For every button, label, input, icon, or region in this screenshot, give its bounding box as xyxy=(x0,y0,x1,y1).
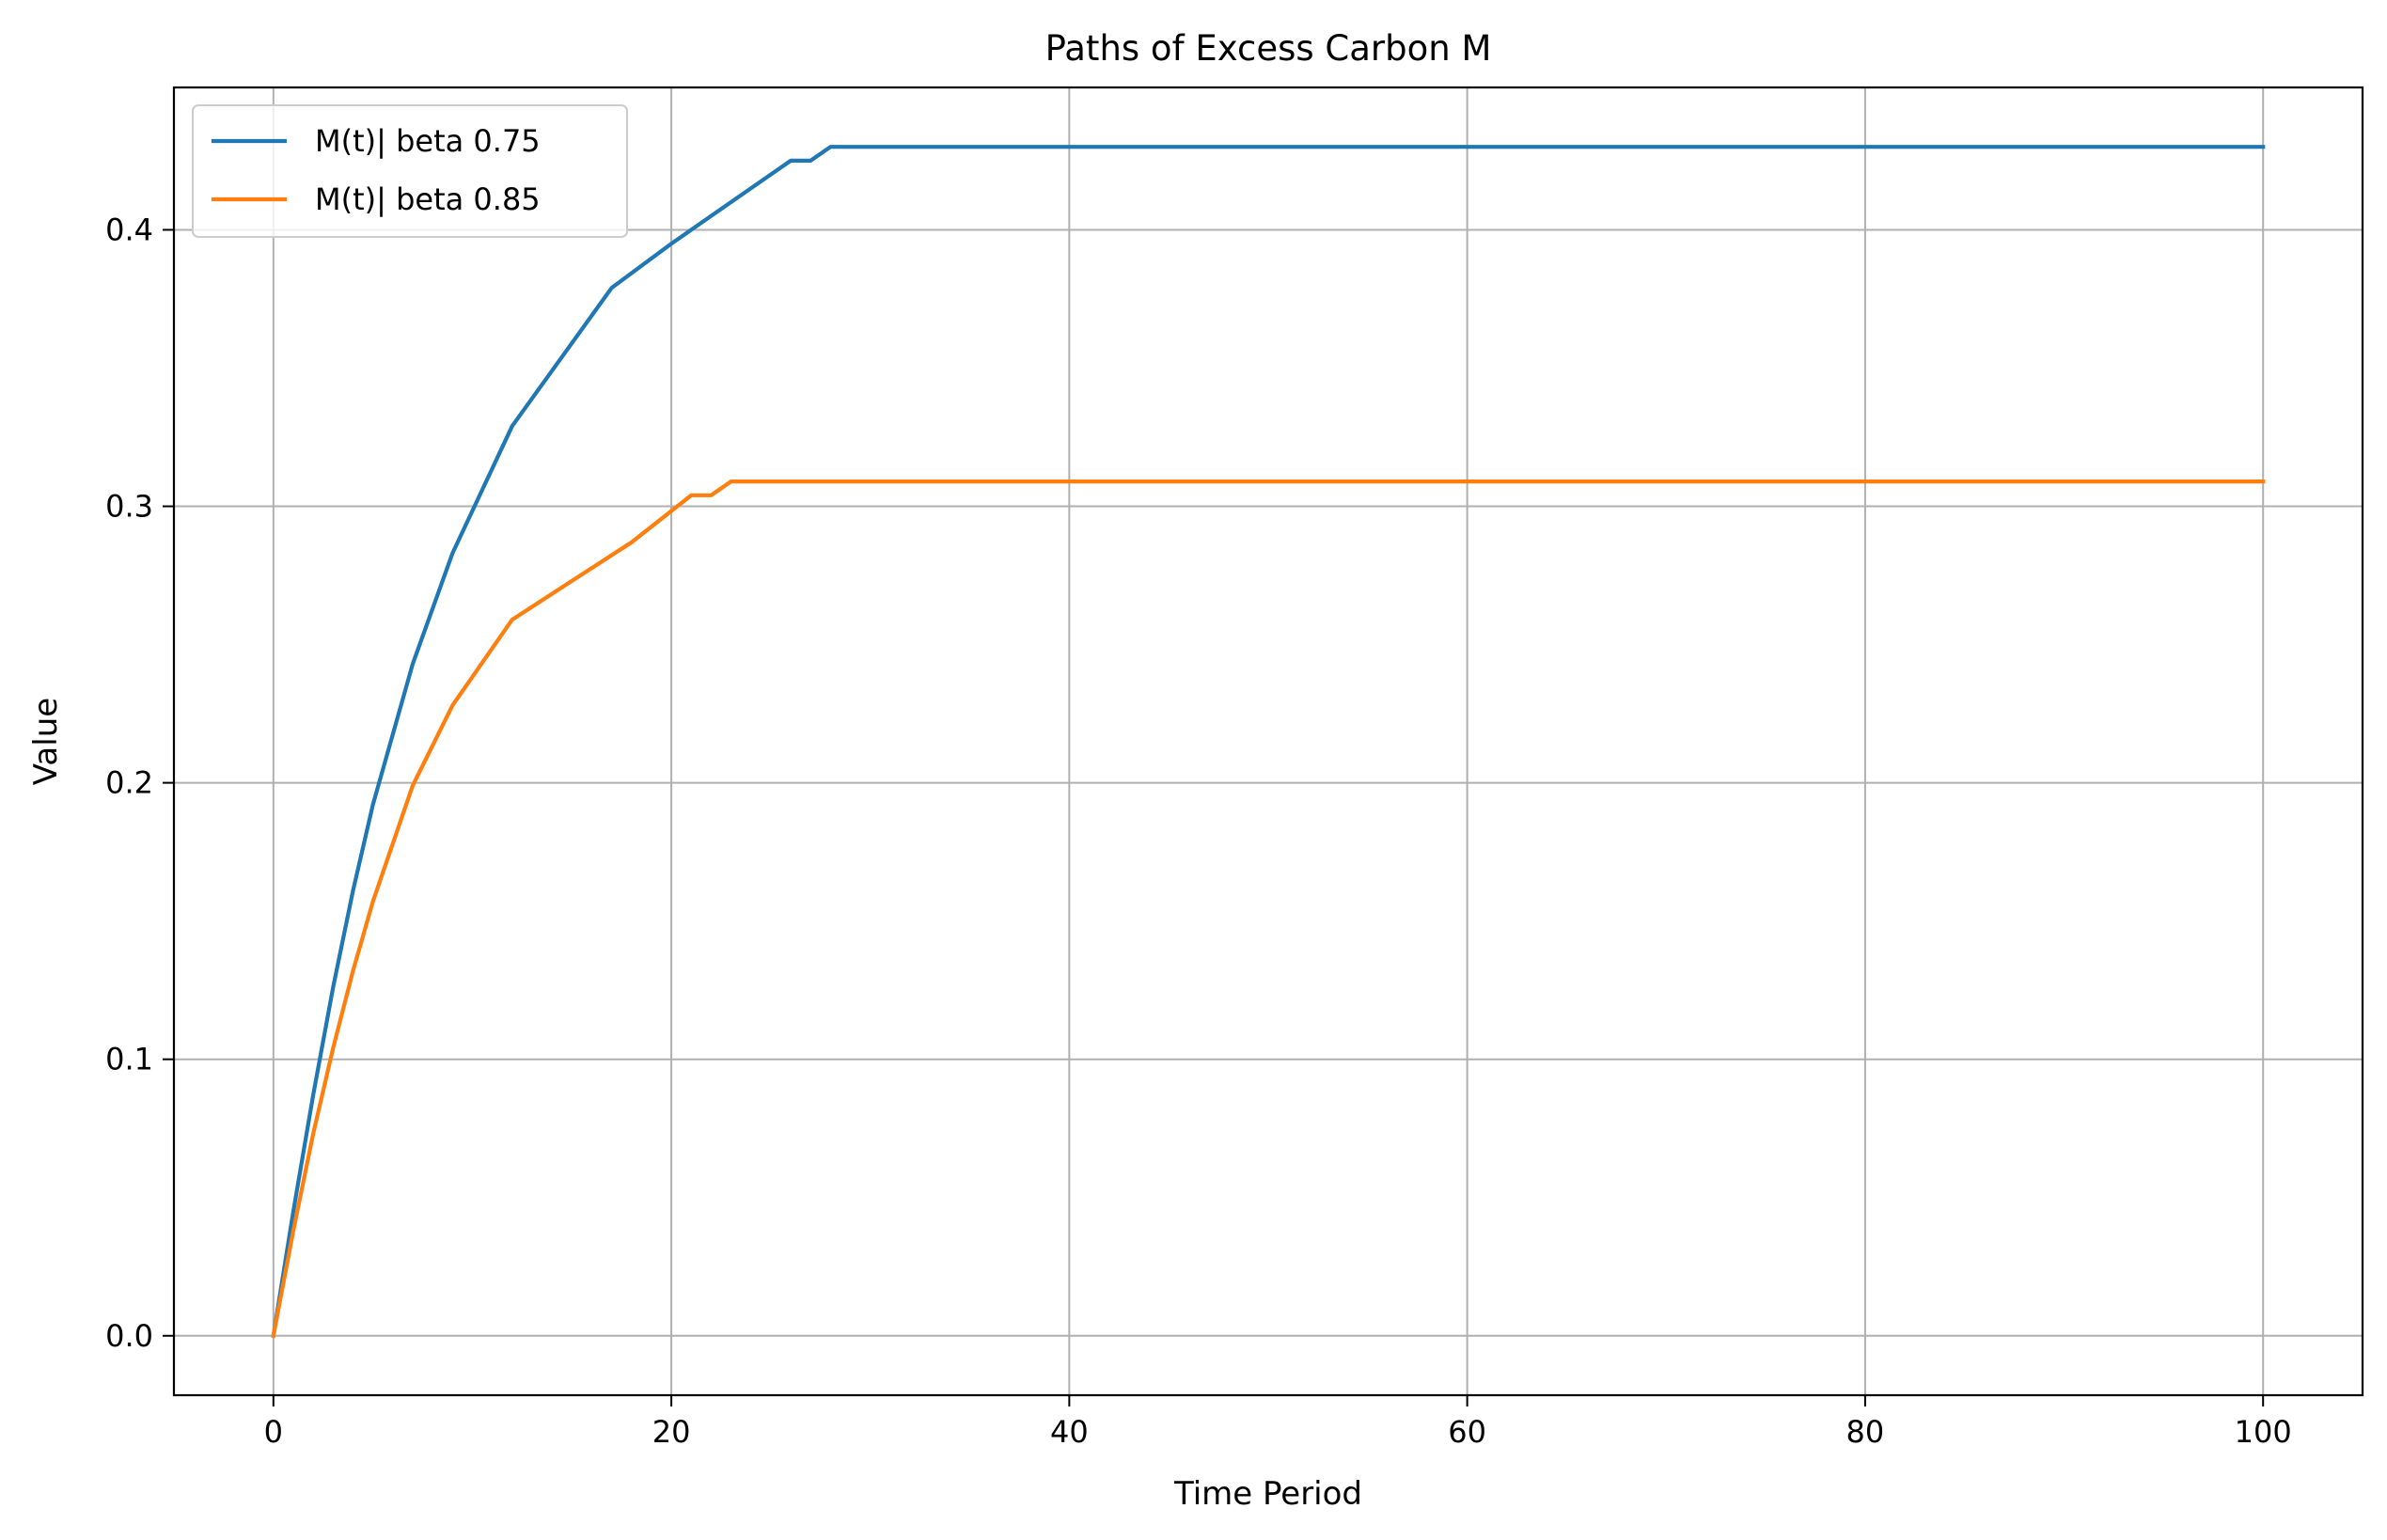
legend-label-2: M(t)| beta 0.85 xyxy=(315,181,541,217)
legend-label-1: M(t)| beta 0.75 xyxy=(315,123,541,159)
plot-area-frame xyxy=(172,86,2364,1397)
y-axis-label: Value xyxy=(27,698,65,785)
x-tick-label: 100 xyxy=(2235,1414,2292,1450)
legend: M(t)| beta 0.75 M(t)| beta 0.85 xyxy=(192,104,628,238)
grid-lines xyxy=(174,87,2363,1395)
x-axis-label: Time Period xyxy=(1173,1475,1362,1513)
y-tick-label: 0.4 xyxy=(105,212,153,247)
chart-title: Paths of Excess Carbon M xyxy=(1045,28,1492,69)
series-line-1 xyxy=(271,145,2266,1339)
y-tick-label: 0.2 xyxy=(105,765,153,801)
y-tick-label: 0.0 xyxy=(105,1318,153,1354)
series-lines xyxy=(271,145,2266,1339)
x-tick-label: 0 xyxy=(264,1414,283,1450)
x-tick-label: 80 xyxy=(1846,1414,1885,1450)
series-line-2 xyxy=(271,479,2266,1339)
y-tick-label: 0.3 xyxy=(105,489,153,525)
x-tick-label: 40 xyxy=(1050,1414,1089,1450)
legend-box xyxy=(192,104,628,238)
x-tick-label: 60 xyxy=(1448,1414,1486,1450)
axis-ticks: 0 20 40 60 80 100 0.0 0.1 0.2 0.3 0.4 xyxy=(105,212,2292,1450)
x-tick-label: 20 xyxy=(652,1414,691,1450)
y-tick-label: 0.1 xyxy=(105,1042,153,1077)
